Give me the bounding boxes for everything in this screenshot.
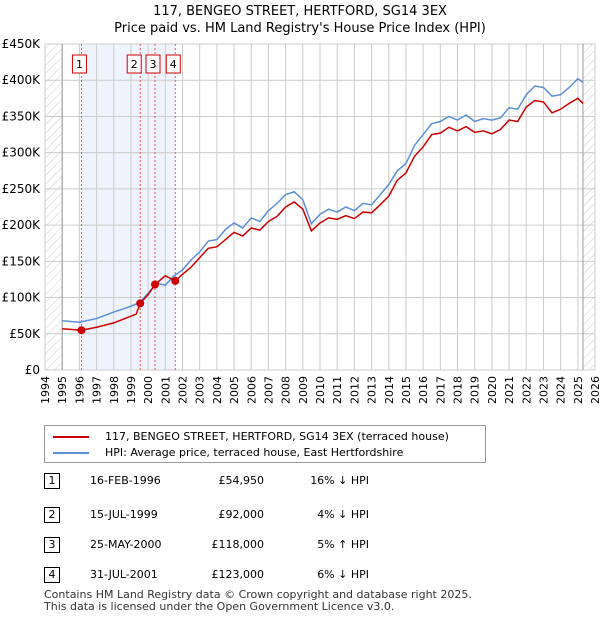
- price-chart: 1994 1995 1996 1997 1998 1999 2000 2001 2002 2003…: [2, 37, 600, 404]
- transaction-label: 4: [170, 58, 177, 71]
- x-tick-label: 2024: [555, 376, 568, 404]
- transaction-label-box: [126, 54, 142, 74]
- x-tick-label: 2026: [589, 376, 600, 404]
- y-tick-label: £100K: [2, 291, 42, 305]
- x-tick-label: 2021: [503, 376, 516, 404]
- x-tick-label: 2019: [469, 376, 482, 404]
- y-tick-label: £250K: [2, 182, 42, 196]
- transaction-date: 25-MAY-2000: [90, 538, 162, 551]
- x-tick-label: 2015: [400, 376, 413, 404]
- x-tick-label: 1998: [108, 376, 121, 404]
- x-tick-label: 1994: [39, 376, 52, 404]
- table-row: 3 25-MAY-2000 £118,000 5% ↑ HPI: [44, 537, 444, 557]
- transaction-number: 1: [44, 473, 60, 489]
- table-row: 1 16-FEB-1996 £54,950 16% ↓ HPI: [44, 473, 444, 493]
- transaction-label: 1: [76, 58, 83, 71]
- x-tick-label: 2009: [297, 376, 310, 404]
- x-tick-label: 2007: [262, 376, 275, 404]
- price-paid-line: [62, 97, 584, 331]
- legend-item-hpi: HPI: Average price, terraced house, East…: [53, 446, 403, 459]
- transaction-number: 2: [44, 507, 60, 523]
- y-tick-label: £400K: [2, 73, 42, 87]
- chart-subtitle: Price paid vs. HM Land Registry's House …: [114, 21, 486, 36]
- transaction-date: 31-JUL-2001: [90, 568, 158, 581]
- table-row: 2 15-JUL-1999 £92,000 4% ↓ HPI: [44, 507, 444, 527]
- y-tick-label: £200K: [2, 218, 42, 232]
- legend-swatch-red: [53, 435, 89, 438]
- x-tick-label: 2004: [211, 376, 224, 404]
- x-tick-label: 2014: [383, 376, 396, 404]
- transaction-date: 15-JUL-1999: [90, 508, 158, 521]
- transaction-number: 3: [44, 537, 60, 553]
- transaction-label-box: [71, 54, 87, 74]
- chart-title: 117, BENGEO STREET, HERTFORD, SG14 3EX: [153, 4, 447, 19]
- x-tick-label: 2002: [177, 376, 190, 404]
- legend-label: 117, BENGEO STREET, HERTFORD, SG14 3EX (…: [105, 430, 449, 443]
- x-tick-label: 2006: [245, 376, 258, 404]
- transaction-label: 2: [131, 58, 138, 71]
- x-tick-label: 2025: [572, 376, 585, 404]
- x-tick-label: 2017: [434, 376, 447, 404]
- transaction-hpi-diff: 16% ↓ HPI: [310, 474, 369, 487]
- x-tick-label: 2003: [194, 376, 207, 404]
- transaction-hpi-diff: 4% ↓ HPI: [317, 508, 369, 521]
- transaction-label-box: [165, 54, 181, 74]
- footer-copyright: Contains HM Land Registry data © Crown c…: [44, 588, 472, 601]
- x-tick-label: 1999: [125, 376, 138, 404]
- y-tick-label: £350K: [2, 109, 42, 123]
- legend-swatch-blue: [53, 451, 89, 454]
- transaction-label-box: [145, 54, 161, 74]
- footer-licence: This data is licensed under the Open Gov…: [44, 600, 395, 613]
- x-tick-label: 2012: [348, 376, 361, 404]
- transaction-date: 16-FEB-1996: [90, 474, 161, 487]
- table-row: 4 31-JUL-2001 £123,000 6% ↓ HPI: [44, 567, 444, 587]
- y-tick-label: £50K: [9, 327, 41, 341]
- transaction-point: [77, 326, 86, 335]
- x-tick-label: 2018: [452, 376, 465, 404]
- x-tick-label: 1995: [56, 376, 69, 404]
- x-tick-label: 2010: [314, 376, 327, 404]
- hatch-after-data: [582, 44, 595, 370]
- transaction-label: 3: [150, 58, 157, 71]
- x-tick-label: 1997: [91, 376, 104, 404]
- transaction-hpi-diff: 5% ↑ HPI: [317, 538, 369, 551]
- x-tick-label: 2008: [280, 376, 293, 404]
- footer: Contains HM Land Registry data © Crown c…: [44, 589, 472, 613]
- x-tick-label: 2005: [228, 376, 241, 404]
- transaction-point: [171, 276, 180, 285]
- transaction-number: 4: [44, 567, 60, 583]
- y-tick-label: £0: [25, 363, 40, 377]
- x-tick-label: 1996: [73, 376, 86, 404]
- x-tick-label: 2001: [159, 376, 172, 404]
- ownership-shade: [81, 44, 176, 370]
- y-tick-label: £300K: [2, 146, 42, 160]
- transaction-price: £118,000: [211, 538, 265, 551]
- transaction-price: £123,000: [211, 568, 265, 581]
- x-tick-label: 2023: [537, 376, 550, 404]
- legend: 117, BENGEO STREET, HERTFORD, SG14 3EX (…: [44, 425, 486, 463]
- x-tick-label: 2016: [417, 376, 430, 404]
- hpi-line: [62, 77, 584, 323]
- y-tick-label: £450K: [2, 37, 42, 51]
- legend-item-price-paid: 117, BENGEO STREET, HERTFORD, SG14 3EX (…: [53, 430, 449, 443]
- x-tick-label: 2022: [520, 376, 533, 404]
- legend-label: HPI: Average price, terraced house, East…: [105, 446, 404, 459]
- transaction-point: [151, 280, 159, 289]
- transaction-price: £54,950: [218, 474, 265, 487]
- x-tick-label: 2011: [331, 376, 344, 404]
- transaction-price: £92,000: [218, 508, 265, 521]
- hatch-before-data: [45, 44, 63, 370]
- transaction-hpi-diff: 6% ↓ HPI: [317, 568, 369, 581]
- x-tick-label: 2020: [486, 376, 499, 404]
- transaction-point: [136, 299, 145, 308]
- x-tick-label: 2013: [366, 376, 379, 404]
- y-tick-label: £150K: [2, 254, 42, 268]
- x-tick-label: 2000: [142, 376, 155, 404]
